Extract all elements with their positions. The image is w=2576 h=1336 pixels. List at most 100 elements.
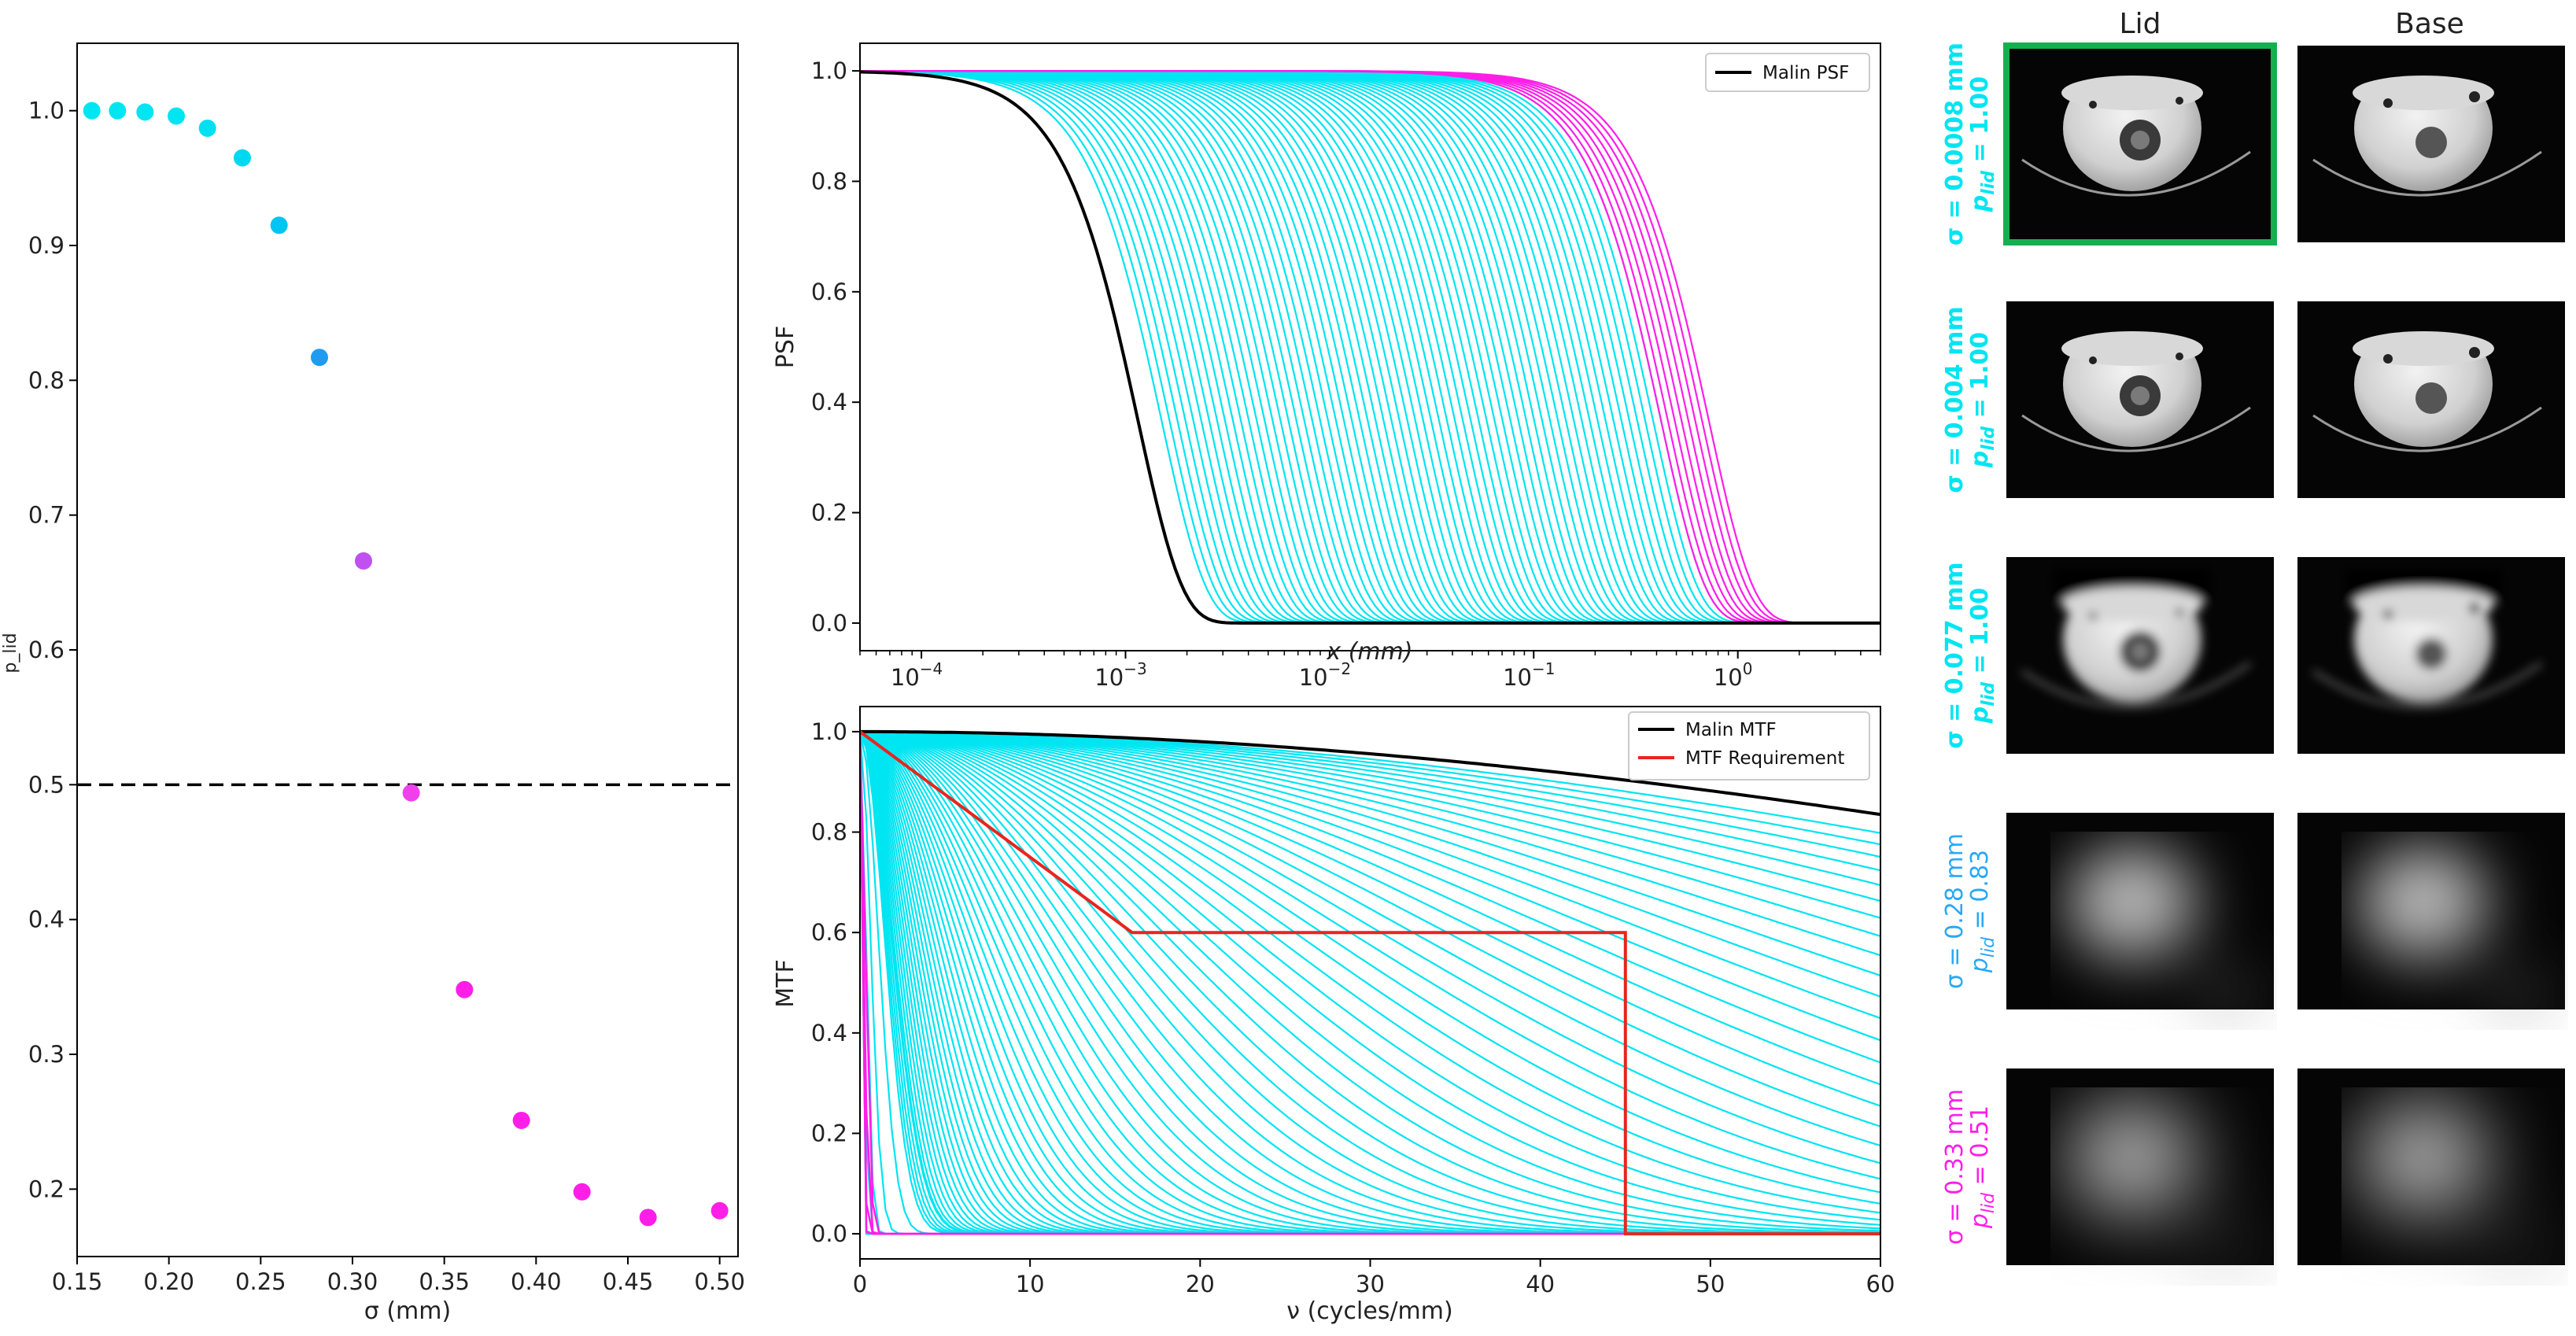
mtf-curves [860,729,1880,1236]
legend-malin-mtf: Malin MTF [1685,720,1777,740]
y-tick-label: 0.8 [811,819,847,846]
mtf-curve [860,730,1880,1064]
x-tick-label: 10−3 [1094,659,1146,691]
lid-image [2003,42,2277,245]
mtf-curve [860,730,1880,1230]
y-tick-label: 0.2 [811,500,847,526]
malin-psf-curve [860,70,1880,625]
scatter-point [168,107,185,125]
psf-legend: Malin PSF [1705,53,1870,92]
x-tick-label: 50 [1696,1271,1725,1297]
x-tick-label: 0.45 [603,1268,654,1295]
mtf-panel: 0 10 20 30 40 50 60 0.0 0.2 0.4 0.6 0.8 1.0 ν (cycl… [772,706,1895,1325]
x-tick-label: 0.25 [235,1268,286,1295]
y-tick-label: 0.8 [28,367,65,393]
lid-image [2006,813,2274,1013]
x-tick-label: 10−1 [1503,659,1555,691]
scatter-point [456,980,474,998]
y-tick-label: 1.0 [28,98,65,124]
psf-curves [860,70,1880,625]
x-tick-label: 10−2 [1299,659,1351,691]
psf-x-label: x (mm) [1326,638,1412,666]
psf-y-ticks: 0.0 0.2 0.4 0.6 0.8 1.0 [811,57,860,637]
mtf-y-ticks: 0.0 0.2 0.4 0.6 0.8 1.0 [811,718,860,1247]
x-tick-label: 0.40 [511,1268,562,1295]
mtf-curve [860,730,1880,1214]
mtf-curve [860,730,1880,1235]
mtf-curve [860,730,1880,1226]
mtf-curve [860,730,1880,1164]
scatter-point [270,216,288,234]
scatter-point [355,552,372,570]
row-sigma-label: σ = 0.0008 mm [1941,42,1969,245]
row-p-label: plid = 0.83 [1966,850,1998,973]
row-p-label: plid = 0.51 [1966,1105,1998,1229]
scatter-x-ticks: 0.15 0.20 0.25 0.30 0.35 0.40 0.45 0.50 [52,1257,745,1295]
row-sigma-label: σ = 0.077 mm [1941,562,1969,748]
y-tick-label: 0.6 [811,919,847,946]
scatter-point [710,1201,729,1220]
x-tick-label: 0.20 [143,1268,194,1295]
x-tick-label: 60 [1866,1271,1895,1297]
y-tick-label: 0.0 [811,610,847,637]
mtf-curve [860,730,1880,1127]
row-sigma-label: σ = 0.28 mm [1941,833,1969,989]
y-tick-label: 0.8 [811,168,847,194]
scatter-point [234,149,251,167]
mtf-curve [860,730,1880,1180]
psf-panel: 10−4 10−3 10−2 10−1 100 0.0 0.2 0.4 0.6 0.8 1.0 x… [772,42,1881,691]
y-tick-label: 0.6 [811,279,847,305]
malin-mtf-curve [860,729,1880,817]
base-image [2297,301,2565,498]
psf-background [860,43,1880,651]
base-image [2297,46,2565,242]
selected-image-frame [2003,42,2277,245]
scatter-point [311,349,328,367]
y-tick-label: 1.0 [811,718,847,745]
y-tick-label: 0.2 [811,1120,847,1146]
scatter-y-ticks: 0.2 0.3 0.4 0.5 0.6 0.7 0.8 0.9 1.0 [28,98,77,1202]
y-tick-label: 0.4 [28,906,65,933]
mtf-requirement-line [860,730,1880,1236]
y-tick-label: 0.4 [811,389,847,415]
lid-image [2006,1068,2274,1269]
mtf-curve [860,730,1880,998]
mtf-curve [860,730,1880,1020]
scatter-point [402,784,420,802]
mtf-curve [860,730,1880,937]
x-tick-label: 0 [853,1271,867,1297]
lid-image [2006,557,2274,754]
lid-image [2006,301,2274,498]
x-tick-label: 100 [1714,659,1753,691]
mtf-x-label: ν (cycles/mm) [1286,1297,1452,1325]
x-tick-label: 0.30 [327,1268,378,1295]
col-title-base: Base [2395,8,2464,40]
legend-mtf-requirement: MTF Requirement [1685,748,1844,769]
psf-frame [859,42,1881,651]
scatter-series [83,101,729,1227]
scatter-y-label: p_lid [1,633,20,673]
row-p-label: plid = 1.00 [1966,76,1998,212]
scatter-point [198,119,216,137]
x-tick-label: 10−4 [891,659,943,691]
y-tick-label: 0.0 [811,1220,847,1247]
svg-text:p_lid: p_lid [1,633,20,673]
base-image [2297,557,2565,754]
scatter-point [83,101,101,120]
mtf-curve [860,730,1880,957]
mtf-legend: Malin MTF MTF Requirement [1628,711,1870,781]
mtf-curve [860,730,1880,1194]
scatter-x-label: σ (mm) [364,1297,451,1325]
mtf-curve [860,730,1880,1234]
scatter-panel: 0.15 0.20 0.25 0.30 0.35 0.40 0.45 0.50 0.20.30… [1,42,745,1325]
psf-curve [860,70,1880,624]
x-tick-label: 10 [1016,1271,1045,1297]
x-tick-label: 0.15 [52,1268,103,1295]
mtf-curve [860,730,1880,1221]
y-tick-label: 0.4 [811,1020,847,1046]
